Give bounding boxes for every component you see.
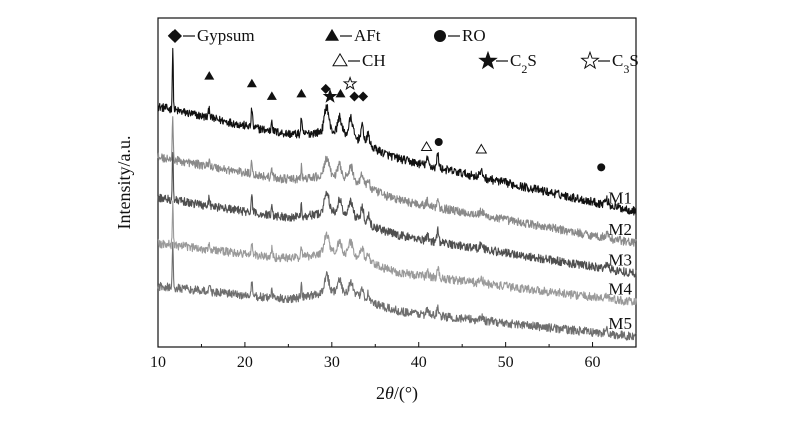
phase-marker-circle-14 bbox=[597, 163, 606, 172]
x-axis-label: 2θ/(°) bbox=[376, 383, 418, 404]
phase-marker-triangle-1 bbox=[204, 71, 215, 80]
legend-entry-aft: AFt bbox=[325, 26, 381, 45]
phase-marker-triangle-7 bbox=[335, 88, 346, 98]
phase-marker-triangle-4 bbox=[296, 88, 307, 98]
phase-marker-triangle-open-11 bbox=[420, 140, 433, 151]
legend: Gypsum AFt RO CH C2S C3S bbox=[168, 26, 639, 76]
phase-marker-diamond-5 bbox=[320, 83, 331, 94]
phase-marker-triangle-3 bbox=[266, 91, 277, 100]
series-line-m1 bbox=[157, 47, 637, 216]
legend-symbol-triangle-open bbox=[332, 52, 348, 67]
legend-label: RO bbox=[462, 26, 486, 45]
series-label-m2: M2 bbox=[608, 220, 632, 239]
plot-border bbox=[157, 17, 637, 348]
series-line-m2 bbox=[157, 116, 637, 247]
legend-symbol-star-open bbox=[580, 50, 600, 70]
phase-marker-diamond-9 bbox=[349, 91, 360, 102]
legend-label: AFt bbox=[354, 26, 381, 45]
legend-symbol-star bbox=[478, 50, 498, 70]
series-label-m3: M3 bbox=[608, 251, 632, 270]
series-label-m1: M1 bbox=[608, 188, 632, 207]
phase-marker-diamond-10 bbox=[358, 91, 369, 102]
series-layer bbox=[157, 47, 637, 341]
legend-entry-c3s: C3S bbox=[580, 50, 639, 76]
plot-frame bbox=[157, 17, 637, 348]
axes: 10 20 30 40 50 60 2θ/(°) Intensity/a.u. bbox=[114, 136, 637, 404]
legend-entry-c2s: C2S bbox=[478, 50, 537, 76]
legend-entry-gypsum: Gypsum bbox=[168, 26, 255, 45]
legend-label: C2S bbox=[510, 51, 537, 76]
legend-symbol-triangle bbox=[325, 28, 339, 41]
series-label-layer: M1 M2 M3 M4 M5 bbox=[608, 188, 632, 333]
phase-marker-circle-12 bbox=[434, 138, 443, 147]
series-line-m5 bbox=[157, 241, 637, 341]
x-tick-label-50: 50 bbox=[498, 354, 514, 371]
series-label-m5: M5 bbox=[608, 314, 632, 333]
phase-marker-layer bbox=[167, 30, 606, 172]
legend-label: C3S bbox=[612, 51, 639, 76]
legend-label: Gypsum bbox=[197, 26, 255, 45]
series-line-m4 bbox=[157, 200, 637, 306]
legend-symbol-circle bbox=[434, 30, 446, 42]
series-label-m4: M4 bbox=[608, 279, 632, 298]
x-tick-label-30: 30 bbox=[324, 354, 340, 371]
legend-label: CH bbox=[362, 51, 386, 70]
legend-entry-ro: RO bbox=[434, 26, 486, 45]
series-line-m3 bbox=[157, 152, 637, 278]
x-tick-label-10: 10 bbox=[150, 354, 166, 371]
legend-symbol-diamond bbox=[168, 29, 182, 43]
x-tick-label-40: 40 bbox=[411, 354, 427, 371]
x-tick-label-60: 60 bbox=[585, 354, 601, 371]
phase-marker-star-open-8 bbox=[342, 76, 358, 91]
legend-entry-ch: CH bbox=[332, 51, 386, 70]
phase-marker-star-6 bbox=[322, 88, 338, 103]
y-axis-label: Intensity/a.u. bbox=[114, 136, 134, 230]
phase-marker-triangle-2 bbox=[246, 78, 257, 88]
x-tick-label-20: 20 bbox=[237, 354, 253, 371]
phase-marker-triangle-open-13 bbox=[475, 143, 488, 154]
